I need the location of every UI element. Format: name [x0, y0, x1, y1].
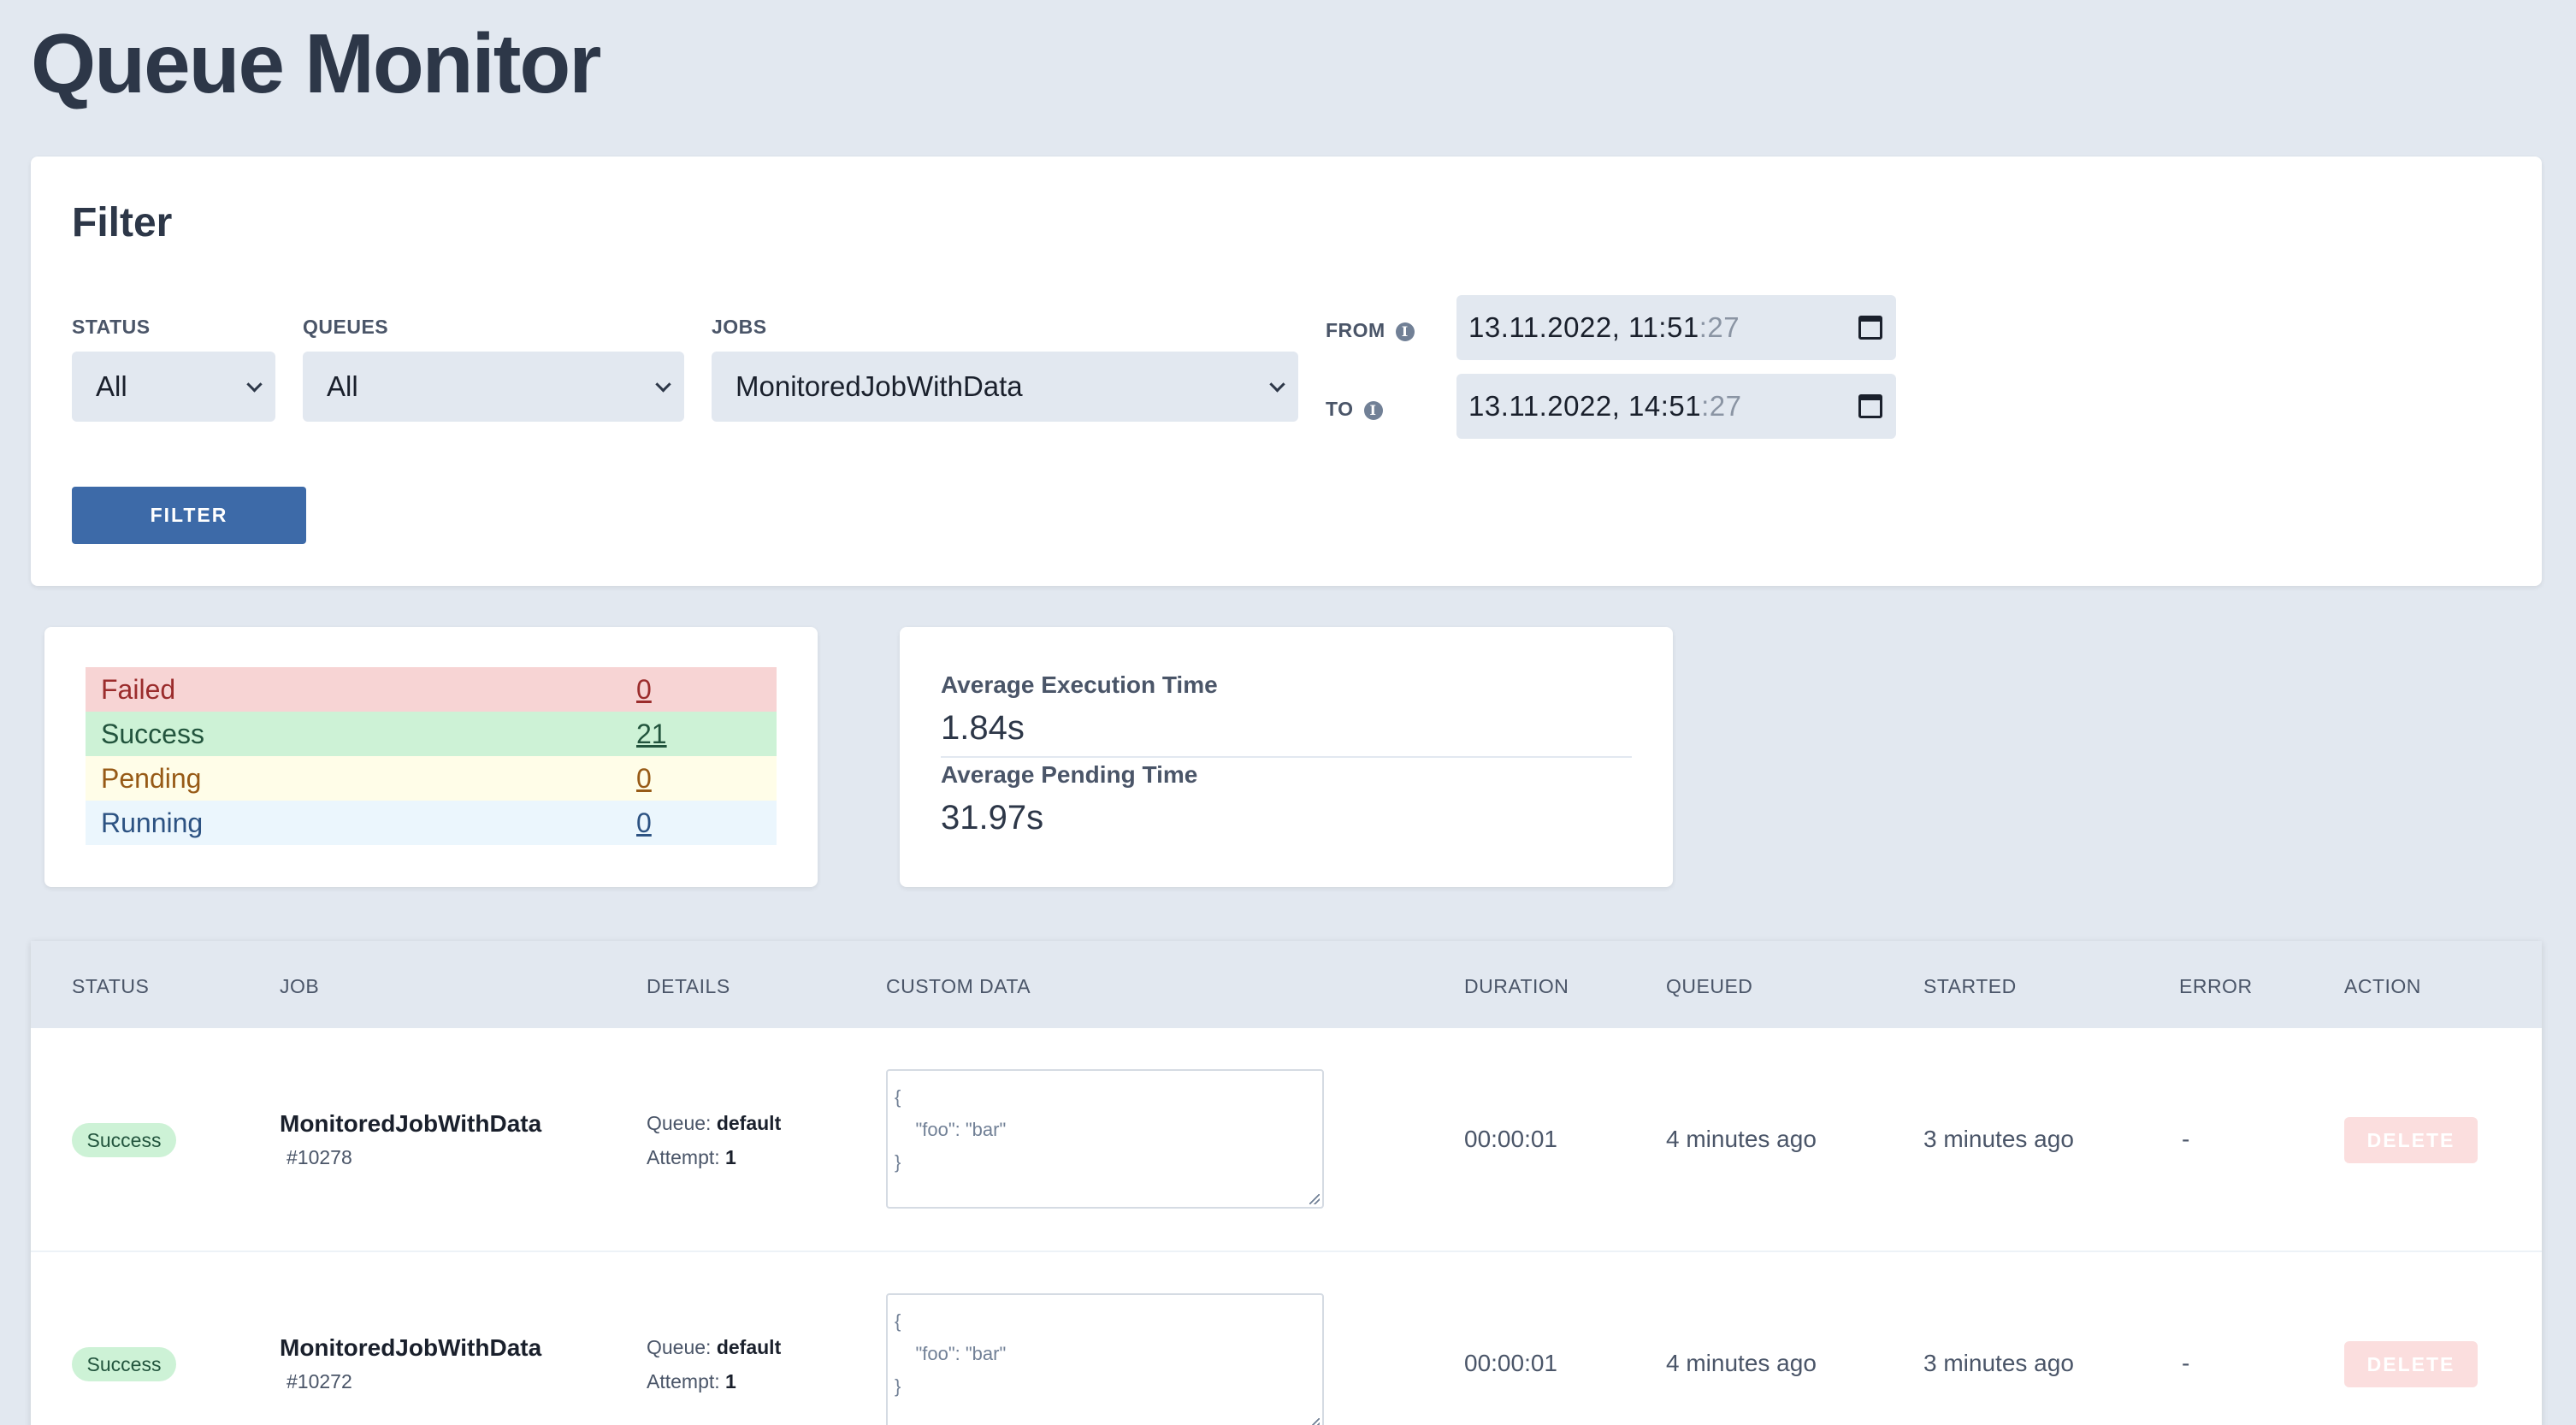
to-date-value: 13.11.2022, 14:51 [1468, 390, 1702, 422]
status-counts-panel: Failed 0 Success 21 Pending 0 Running 0 [44, 627, 818, 887]
status-select-value: All [96, 370, 127, 402]
status-badge: Success [72, 1123, 176, 1157]
stat-success-label: Success [101, 718, 204, 749]
divider [941, 756, 1632, 758]
from-date-value: 13.11.2022, 11:51 [1468, 311, 1699, 343]
duration-value: 00:00:01 [1464, 1350, 1557, 1376]
queued-value: 4 minutes ago [1666, 1350, 1817, 1376]
to-date-seconds: :27 [1701, 390, 1742, 422]
started-value: 3 minutes ago [1923, 1350, 2074, 1376]
chevron-down-icon [655, 376, 671, 393]
col-header-custom-data: CUSTOM DATA [886, 975, 1031, 997]
filter-title: Filter [72, 200, 173, 245]
queue-detail-value: default [716, 1112, 782, 1134]
attempt-detail-value: 1 [725, 1370, 736, 1392]
resize-handle-icon[interactable] [1309, 1194, 1320, 1204]
chevron-down-icon [246, 376, 263, 393]
status-select[interactable]: All [72, 352, 275, 422]
queues-label: QUEUES [303, 316, 389, 338]
calendar-icon[interactable] [1858, 316, 1882, 340]
queue-detail-label: Queue: [647, 1112, 712, 1134]
error-value: - [2182, 1126, 2190, 1152]
attempt-detail-label: Attempt: [647, 1146, 720, 1168]
attempt-detail: Attempt: 1 [647, 1146, 736, 1169]
resize-handle-icon[interactable] [1309, 1418, 1320, 1425]
stat-row-pending: Pending 0 [86, 756, 777, 801]
queues-select[interactable]: All [303, 352, 684, 422]
custom-data-textarea[interactable]: { "foo": "bar" } [886, 1069, 1324, 1209]
avg-execution-label: Average Execution Time [941, 671, 1218, 698]
filter-button[interactable]: FILTER [72, 487, 306, 544]
stat-running-label: Running [101, 807, 204, 838]
queues-select-value: All [327, 370, 358, 402]
status-label: STATUS [72, 316, 151, 338]
info-circle-icon[interactable]: i [1395, 322, 1415, 341]
delete-button[interactable]: DELETE [2344, 1341, 2478, 1387]
col-header-started: STARTED [1923, 975, 2017, 997]
col-header-job: JOB [280, 975, 320, 997]
attempt-detail-value: 1 [725, 1146, 736, 1168]
table-header: STATUS JOB DETAILS CUSTOM DATA DURATION … [31, 941, 2542, 1028]
from-label-text: FROM [1326, 319, 1385, 341]
jobs-select-value: MonitoredJobWithData [736, 370, 1023, 402]
info-circle-icon[interactable]: i [1363, 400, 1383, 420]
col-header-queued: QUEUED [1666, 975, 1753, 997]
jobs-select[interactable]: MonitoredJobWithData [712, 352, 1298, 422]
to-label-text: TO [1326, 398, 1354, 420]
col-header-action: ACTION [2344, 975, 2421, 997]
queue-detail: Queue: default [647, 1112, 781, 1135]
delete-button[interactable]: DELETE [2344, 1117, 2478, 1163]
duration-value: 00:00:01 [1464, 1126, 1557, 1152]
stat-success-link[interactable]: 21 [636, 718, 667, 749]
chevron-down-icon [1269, 376, 1285, 393]
calendar-icon[interactable] [1858, 394, 1882, 418]
table-row: Success MonitoredJobWithData #10278 Queu… [31, 1028, 2542, 1252]
col-header-status: STATUS [72, 975, 150, 997]
col-header-details: DETAILS [647, 975, 730, 997]
col-header-duration: DURATION [1464, 975, 1569, 997]
stat-row-running: Running 0 [86, 801, 777, 845]
col-header-error: ERROR [2179, 975, 2253, 997]
queued-value: 4 minutes ago [1666, 1126, 1817, 1152]
attempt-detail: Attempt: 1 [647, 1370, 736, 1393]
stat-failed-link[interactable]: 0 [636, 673, 652, 705]
stat-pending-label: Pending [101, 762, 202, 794]
to-date-input[interactable]: 13.11.2022, 14:51:27 [1456, 374, 1896, 439]
table-row: Success MonitoredJobWithData #10272 Queu… [31, 1252, 2542, 1425]
status-badge: Success [72, 1347, 176, 1381]
jobs-label: JOBS [712, 316, 767, 338]
from-label: FROM i [1326, 319, 1415, 342]
avg-execution-value: 1.84s [941, 709, 1025, 747]
avg-pending-value: 31.97s [941, 799, 1044, 837]
attempt-detail-label: Attempt: [647, 1370, 720, 1392]
stat-row-success: Success 21 [86, 712, 777, 756]
stat-running-link[interactable]: 0 [636, 807, 652, 838]
filter-panel: Filter STATUS All QUEUES All JOBS Monito… [31, 157, 2542, 586]
queue-detail: Queue: default [647, 1336, 781, 1359]
custom-data-text: { "foo": "bar" } [895, 1086, 1007, 1173]
stat-pending-link[interactable]: 0 [636, 762, 652, 794]
custom-data-textarea[interactable]: { "foo": "bar" } [886, 1293, 1324, 1425]
queue-detail-value: default [716, 1336, 782, 1358]
avg-pending-label: Average Pending Time [941, 761, 1198, 788]
error-value: - [2182, 1350, 2190, 1376]
from-date-input[interactable]: 13.11.2022, 11:51:27 [1456, 295, 1896, 360]
stat-row-failed: Failed 0 [86, 667, 777, 712]
custom-data-text: { "foo": "bar" } [895, 1310, 1007, 1397]
job-id: #10272 [287, 1370, 352, 1392]
page-title: Queue Monitor [31, 16, 601, 110]
jobs-table: STATUS JOB DETAILS CUSTOM DATA DURATION … [31, 941, 2542, 1425]
to-label: TO i [1326, 398, 1383, 421]
stat-failed-label: Failed [101, 673, 176, 705]
queue-detail-label: Queue: [647, 1336, 712, 1358]
job-id: #10278 [287, 1146, 352, 1168]
started-value: 3 minutes ago [1923, 1126, 2074, 1152]
job-name: MonitoredJobWithData [280, 1110, 542, 1137]
averages-panel: Average Execution Time 1.84s Average Pen… [900, 627, 1673, 887]
from-date-seconds: :27 [1699, 311, 1740, 343]
job-name: MonitoredJobWithData [280, 1334, 542, 1361]
